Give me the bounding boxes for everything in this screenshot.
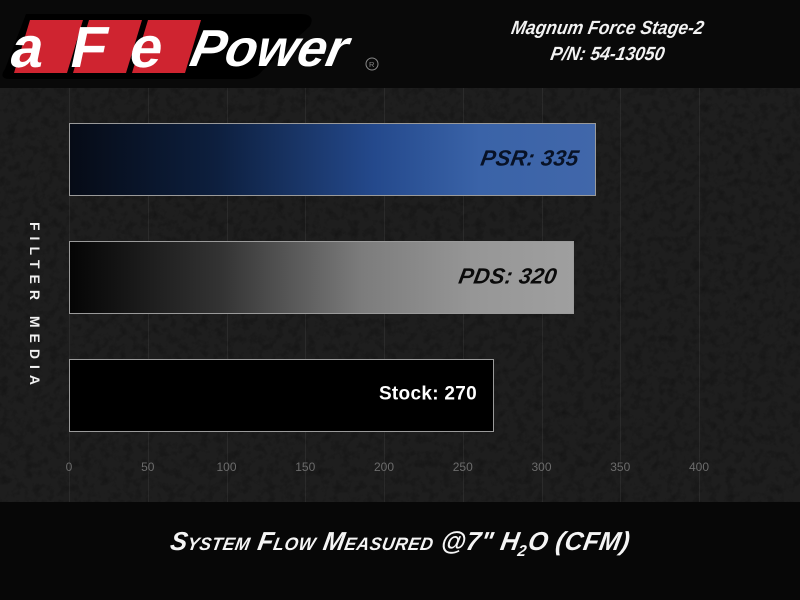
svg-text:Power: Power [185, 20, 356, 78]
svg-text:R: R [369, 60, 375, 69]
